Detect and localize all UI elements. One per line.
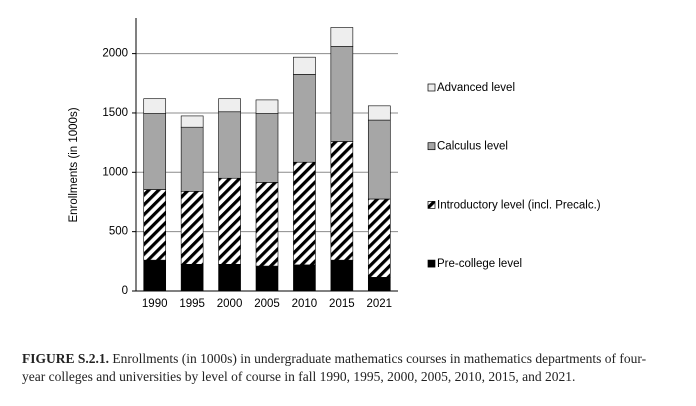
x-tick-label: 1990: [142, 298, 168, 310]
caption-label: FIGURE S.2.1.: [22, 351, 110, 366]
bar-segment: [293, 161, 316, 266]
bar-segment: [255, 113, 279, 183]
bar-segment: [218, 98, 241, 113]
bar-segment: [180, 115, 204, 128]
x-tick-label: 2021: [366, 298, 392, 310]
bar-segment: [180, 190, 204, 265]
bar-segment: [330, 259, 354, 292]
bar-segment: [293, 56, 316, 75]
bar-segment: [293, 264, 316, 292]
y-tick-label: 0: [122, 285, 128, 297]
caption: FIGURE S.2.1. Enrollments (in 1000s) in …: [22, 350, 662, 386]
legend-label: Calculus level: [437, 141, 508, 153]
y-tick-label: 2000: [102, 48, 128, 60]
x-tick-label: 2000: [217, 298, 243, 310]
legend-swatch: [427, 83, 436, 92]
bar-segment: [255, 265, 279, 292]
x-tick-label: 2015: [329, 298, 355, 310]
caption-text: Enrollments (in 1000s) in undergraduate …: [22, 351, 647, 384]
bar-segment: [330, 46, 354, 142]
bar-segment: [143, 189, 167, 261]
bar-segment: [367, 105, 391, 121]
y-axis-label: Enrollments (in 1000s): [68, 107, 80, 222]
bar-segment: [330, 27, 354, 47]
bar-segment: [218, 111, 241, 179]
legend-label: Pre-college level: [437, 258, 522, 270]
y-tick-label: 1000: [102, 166, 128, 178]
chart: Enrollments (in 1000s) 0 500 1000 1500 2000 1…: [68, 18, 601, 310]
y-tick-label: 500: [109, 226, 128, 238]
bar-segment: [143, 113, 167, 190]
bar-segment: [367, 198, 391, 278]
bar-segment: [255, 182, 279, 267]
bar-segment: [255, 99, 279, 114]
bar-segment: [293, 74, 316, 163]
bar-segment: [367, 277, 391, 292]
legend-label: Advanced level: [437, 82, 515, 94]
y-tick-label: 1500: [102, 107, 128, 119]
legend-swatch: [427, 201, 436, 209]
bar-segment: [367, 119, 391, 200]
legend-swatch: [427, 259, 436, 268]
legend-label: Introductory level (incl. Precalc.): [437, 199, 601, 211]
bar-segment: [330, 141, 354, 261]
bar-segment: [180, 126, 204, 192]
bar-segment: [218, 177, 241, 265]
bar-segment: [218, 263, 241, 292]
x-tick-label: 1995: [179, 298, 205, 310]
x-tick-label: 2010: [292, 298, 318, 310]
bar-segment: [180, 263, 204, 292]
bar-segment: [143, 98, 167, 114]
legend-swatch: [427, 142, 436, 151]
x-tick-label: 2005: [254, 298, 280, 310]
bar-segment: [143, 259, 167, 292]
